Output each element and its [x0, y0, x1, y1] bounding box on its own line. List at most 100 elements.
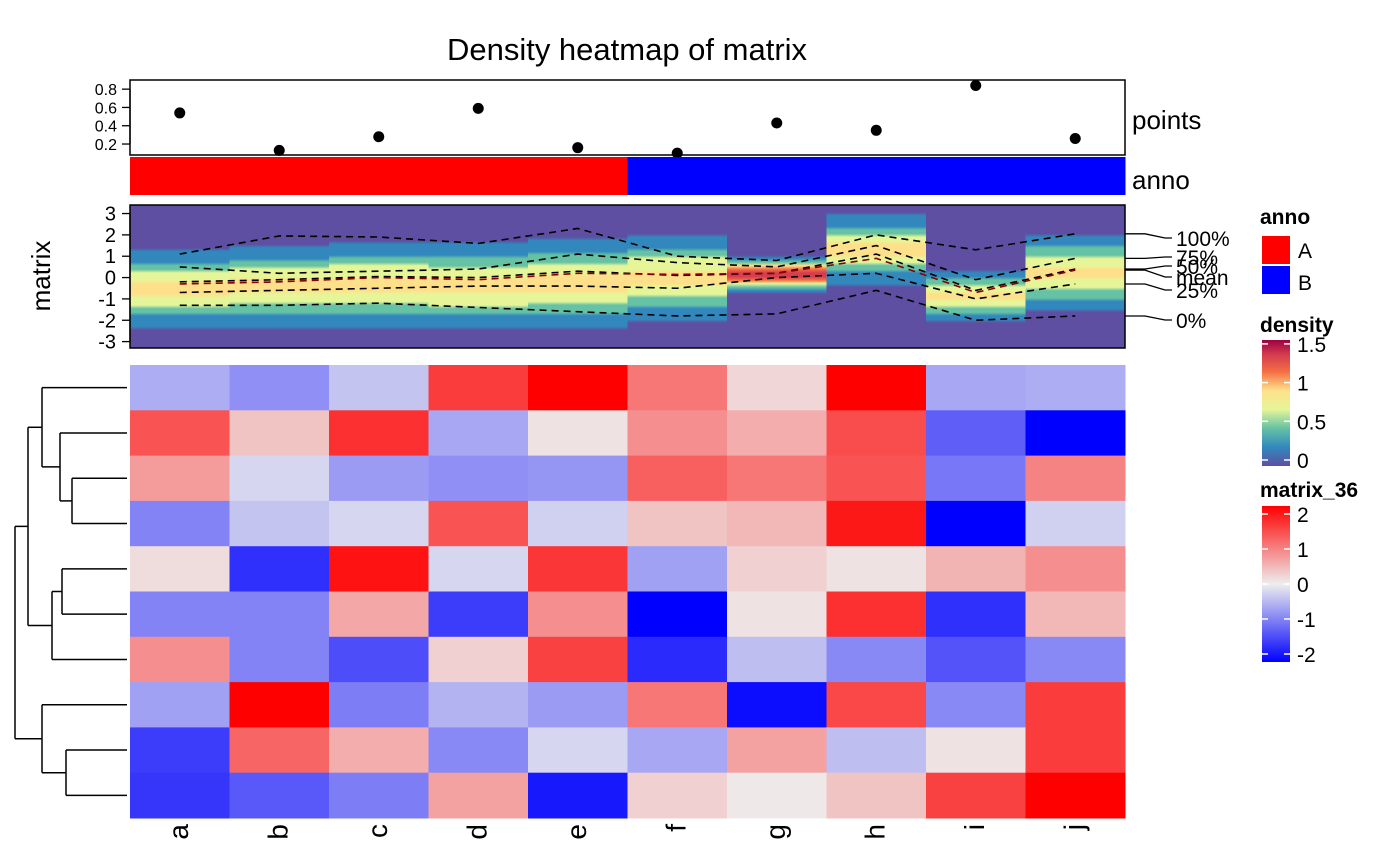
matrix-cell — [229, 546, 330, 592]
chart-title: Density heatmap of matrix — [447, 32, 808, 67]
anno-cell-g — [727, 157, 827, 195]
points-annotation: 0.20.4 0.60.8 points — [95, 79, 1201, 159]
matrix-cell — [229, 591, 330, 638]
matrix-cell — [826, 591, 927, 638]
matrix-cell — [130, 636, 230, 683]
matrix-cell — [727, 636, 827, 683]
matrix-cell — [926, 772, 1026, 819]
matrix-cell — [627, 727, 728, 774]
matrix-cell — [1025, 591, 1126, 638]
matrix-cell — [627, 546, 728, 592]
anno-cell-f — [627, 157, 728, 195]
matrix-cell — [229, 410, 330, 457]
point-h — [870, 124, 882, 136]
matrix-cell — [229, 727, 330, 774]
matrix-cell — [826, 365, 927, 411]
density-column-d — [428, 205, 529, 348]
column-label-c: c — [362, 824, 393, 838]
column-labels: a b c d e f g h i j — [163, 824, 1090, 840]
quantile-label-mean: mean — [1176, 267, 1229, 290]
matrix-cell — [130, 500, 230, 547]
matrix-heatmap: a b c d e f g h i j — [14, 365, 1126, 840]
matrix-cell — [627, 365, 728, 411]
anno-annotation: anno — [130, 157, 1190, 195]
quantile-line-q25 — [179, 272, 1076, 300]
matrix-cell — [926, 546, 1026, 592]
matrix-legend-title: matrix_36 — [1260, 479, 1358, 502]
matrix-cell — [229, 636, 330, 683]
matrix-legend-tick-label: -2 — [1297, 644, 1316, 667]
anno-legend-label-a: A — [1298, 240, 1312, 263]
matrix-cell — [329, 772, 429, 819]
anno-cell-i — [926, 157, 1026, 195]
anno-legend-label-b: B — [1298, 272, 1312, 295]
matrix-cell — [926, 727, 1026, 774]
matrix-cell — [329, 365, 429, 411]
matrix-legend-tick-label: -1 — [1297, 609, 1316, 632]
point-f — [671, 147, 683, 159]
matrix-cell — [826, 772, 927, 819]
quantile-line-q75 — [179, 244, 1076, 281]
quantile-leader-q75 — [1125, 256, 1172, 260]
point-i — [970, 79, 982, 91]
matrix-cell — [130, 682, 230, 728]
density-y-tick-label: -1 — [98, 289, 116, 311]
matrix-cell — [528, 410, 628, 457]
quantile-line-max — [179, 227, 1076, 262]
anno-cell-e — [528, 157, 628, 195]
quantile-leader-mean — [1125, 269, 1172, 278]
density-legend-tick-label: 0.5 — [1297, 411, 1326, 434]
matrix-cell — [1025, 410, 1126, 457]
matrix-cell — [229, 772, 330, 819]
matrix-cell — [627, 500, 728, 547]
matrix-cell — [528, 772, 628, 819]
matrix-cell — [826, 546, 927, 592]
density-y-tick-label: 3 — [105, 204, 116, 226]
matrix-cell — [1025, 727, 1126, 774]
density-y-tick-label: 2 — [105, 225, 116, 247]
anno-cell-a — [130, 157, 230, 195]
column-label-i: i — [959, 824, 990, 830]
anno-legend-swatch-b — [1262, 266, 1290, 294]
anno-cell-j — [1025, 157, 1126, 195]
column-label-b: b — [262, 824, 293, 840]
matrix-cell — [329, 455, 429, 502]
matrix-cell — [229, 455, 330, 502]
quantile-leader-median — [1125, 265, 1172, 270]
matrix-cell — [528, 500, 628, 547]
matrix-cell — [528, 591, 628, 638]
points-y-axis: 0.20.4 0.60.8 — [95, 82, 131, 154]
matrix-cell — [329, 546, 429, 592]
density-column-g — [727, 205, 827, 348]
points-y-tick-label: 0.2 — [95, 137, 117, 154]
matrix-legend-tick-label: 0 — [1297, 574, 1309, 597]
density-legend-bar — [1262, 340, 1290, 466]
density-y-tick-label: 0 — [105, 268, 116, 290]
matrix-cell — [528, 546, 628, 592]
density-y-label: matrix — [26, 241, 56, 312]
quantile-line-min — [179, 289, 1076, 322]
column-label-j: j — [1058, 824, 1089, 831]
quantile-label-median: 50% — [1176, 256, 1218, 279]
points-label: points — [1132, 105, 1201, 135]
matrix-cell — [826, 636, 927, 683]
matrix-cell — [727, 500, 827, 547]
matrix-cell — [826, 500, 927, 547]
matrix-cell — [428, 500, 529, 547]
column-label-d: d — [461, 824, 492, 840]
matrix-cell — [329, 727, 429, 774]
matrix-cell — [727, 682, 827, 728]
matrix-cell — [627, 455, 728, 502]
matrix-cell — [926, 410, 1026, 457]
point-e — [572, 142, 584, 154]
anno-legend-swatch-a — [1262, 236, 1290, 264]
matrix-cell — [528, 682, 628, 728]
matrix-cell — [428, 682, 529, 728]
matrix-cell — [428, 772, 529, 819]
density-legend-title: density — [1260, 314, 1334, 337]
matrix-cell — [627, 636, 728, 683]
matrix-cell — [229, 365, 330, 411]
matrix-legend-ticks: 2 1 0 -1 -2 — [1262, 504, 1316, 667]
